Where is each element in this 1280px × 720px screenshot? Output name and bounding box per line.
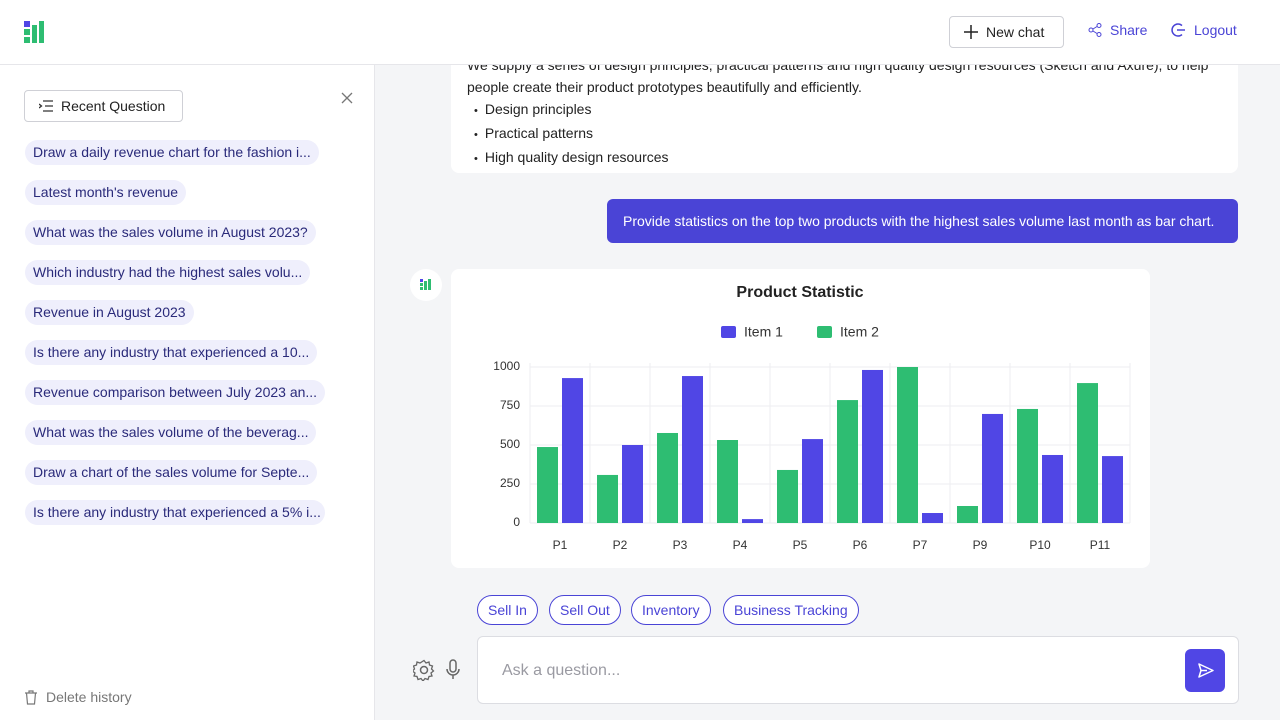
bar xyxy=(682,376,703,523)
x-tick-label: P3 xyxy=(673,538,688,552)
x-tick-label: P4 xyxy=(733,538,748,552)
x-tick-label: P1 xyxy=(553,538,568,552)
recent-question[interactable]: Is there any industry that experienced a… xyxy=(25,340,318,365)
x-tick-label: P11 xyxy=(1090,538,1111,552)
user-message: Provide statistics on the top two produc… xyxy=(607,199,1238,243)
suggestion-chip[interactable]: Inventory xyxy=(631,595,711,625)
bullet-item: High quality design resources xyxy=(485,146,1222,170)
y-tick-label: 0 xyxy=(513,515,520,529)
new-chat-button[interactable]: New chat xyxy=(949,16,1064,48)
intro-text: We supply a series of design principles,… xyxy=(467,65,1209,95)
question-input[interactable]: Ask a question... xyxy=(477,636,1239,704)
bar xyxy=(802,439,823,523)
bullet-item: Design principles xyxy=(485,98,1222,122)
logout-label: Logout xyxy=(1194,22,1237,38)
recent-question[interactable]: Revenue comparison between July 2023 an.… xyxy=(25,380,325,405)
bar xyxy=(777,469,798,523)
plus-icon xyxy=(964,25,978,39)
x-tick-label: P10 xyxy=(1029,538,1051,552)
microphone-icon[interactable] xyxy=(445,659,461,681)
x-tick-label: P2 xyxy=(613,538,628,552)
y-tick-label: 750 xyxy=(500,398,520,412)
input-placeholder: Ask a question... xyxy=(502,662,621,679)
bar xyxy=(597,474,618,523)
share-button[interactable]: Share xyxy=(1088,22,1147,38)
suggestion-chip[interactable]: Sell Out xyxy=(549,595,621,625)
delete-history-button[interactable]: Delete history xyxy=(24,689,132,705)
bar xyxy=(897,367,918,523)
bar xyxy=(922,513,943,523)
delete-history-label: Delete history xyxy=(46,689,132,705)
bar xyxy=(622,445,643,523)
recent-question[interactable]: What was the sales volume in August 2023… xyxy=(25,220,316,245)
recent-question-label: Recent Question xyxy=(61,98,166,114)
chart-title: Product Statistic xyxy=(736,284,863,301)
legend-swatch xyxy=(721,326,736,338)
x-tick-label: P9 xyxy=(973,538,988,552)
recent-question[interactable]: Is there any industry that experienced a… xyxy=(25,500,325,525)
sidebar: Recent Question Draw a daily revenue cha… xyxy=(0,65,375,720)
bar xyxy=(862,369,883,523)
legend-label: Item 1 xyxy=(744,324,783,340)
y-tick-label: 1000 xyxy=(493,359,520,373)
recent-question-button[interactable]: Recent Question xyxy=(24,90,183,122)
chart-card: Product Statistic 0 250 500 750 1000 Item 1 It… xyxy=(451,269,1150,568)
new-chat-label: New chat xyxy=(986,24,1045,40)
recent-question[interactable]: Draw a daily revenue chart for the fashi… xyxy=(25,140,319,165)
assistant-message: We supply a series of design principles,… xyxy=(451,65,1238,173)
bar xyxy=(1017,408,1038,523)
logout-button[interactable]: Logout xyxy=(1170,22,1237,38)
bar xyxy=(742,519,763,523)
recent-question[interactable]: Draw a chart of the sales volume for Sep… xyxy=(25,460,318,485)
settings-icon[interactable] xyxy=(413,659,435,681)
recent-question[interactable]: Latest month's revenue xyxy=(25,180,187,205)
chart: Product Statistic 0 250 500 750 1000 Item 1 It… xyxy=(493,284,1131,552)
suggestion-chip[interactable]: Business Tracking xyxy=(723,595,859,625)
bar xyxy=(837,400,858,523)
bar xyxy=(717,440,738,523)
bar xyxy=(1077,383,1098,523)
y-tick-label: 500 xyxy=(500,437,520,451)
logo[interactable] xyxy=(24,21,45,43)
share-icon xyxy=(1088,23,1102,37)
bar xyxy=(1042,454,1063,523)
x-tick-label: P7 xyxy=(913,538,928,552)
recent-question[interactable]: Which industry had the highest sales vol… xyxy=(25,260,311,285)
x-tick-label: P6 xyxy=(853,538,868,552)
recent-question[interactable]: What was the sales volume of the beverag… xyxy=(25,420,317,445)
list-icon xyxy=(39,100,53,112)
close-icon[interactable] xyxy=(341,92,353,104)
assistant-avatar xyxy=(410,269,442,301)
suggestion-chip[interactable]: Sell In xyxy=(477,595,538,625)
bar xyxy=(1102,456,1123,523)
logout-icon xyxy=(1171,23,1185,37)
bar xyxy=(537,447,558,523)
bar xyxy=(657,432,678,523)
recent-question[interactable]: Revenue in August 2023 xyxy=(25,300,194,325)
legend-label: Item 2 xyxy=(840,324,879,340)
y-tick-label: 250 xyxy=(500,476,520,490)
bullet-item: Practical patterns xyxy=(485,122,1222,146)
bar xyxy=(982,413,1003,523)
share-label: Share xyxy=(1110,22,1148,38)
trash-icon xyxy=(25,689,37,705)
bar xyxy=(562,378,583,523)
send-button[interactable] xyxy=(1185,649,1225,692)
header: New chat Share Logout xyxy=(0,0,1280,65)
bar xyxy=(957,505,978,523)
x-tick-label: P5 xyxy=(793,538,808,552)
bullet-list: Design principlesPractical patternsHigh … xyxy=(467,98,1222,170)
legend-swatch xyxy=(817,326,832,338)
send-icon xyxy=(1198,663,1214,678)
conversation: We supply a series of design principles,… xyxy=(375,65,1280,720)
